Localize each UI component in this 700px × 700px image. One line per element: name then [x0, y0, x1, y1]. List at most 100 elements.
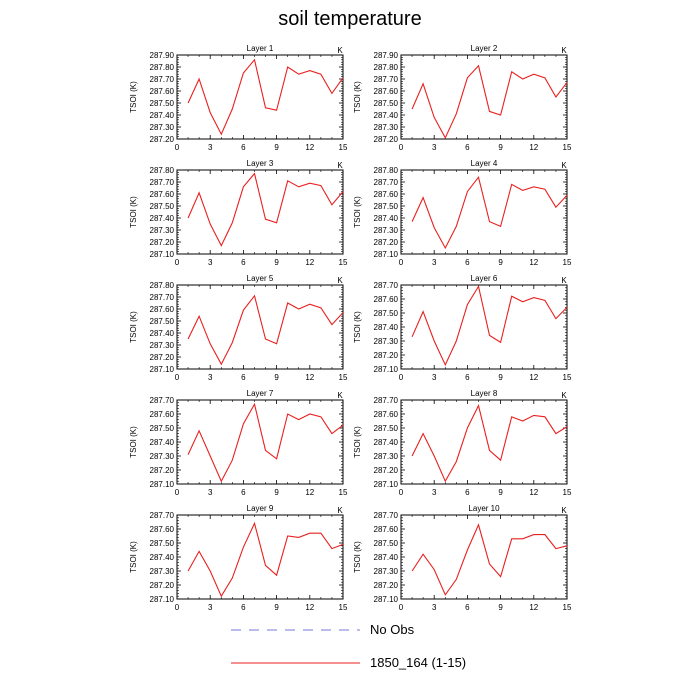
y-tick-label: 287.60	[150, 87, 175, 96]
x-tick-label: 0	[399, 258, 404, 267]
legend-label-1850-164: 1850_164 (1-15)	[370, 655, 467, 670]
x-tick-label: 15	[339, 143, 348, 152]
y-tick-label: 287.70	[374, 75, 399, 84]
y-tick-label: 287.20	[374, 351, 399, 360]
panel-layer-5: Layer 5 K TSOI (K) 287.10 287.20 287.30 287.40…	[129, 274, 348, 382]
x-tick-label: 9	[274, 258, 279, 267]
x-tick-label: 12	[529, 488, 538, 497]
x-tick-label: 15	[563, 488, 572, 497]
x-tick-label: 3	[208, 258, 213, 267]
x-tick-label: 6	[241, 373, 246, 382]
y-tick-label: 287.30	[150, 123, 175, 132]
y-tick-label: 287.30	[374, 337, 399, 346]
x-tick-label: 3	[432, 373, 437, 382]
y-tick-label: 287.60	[374, 410, 399, 419]
y-tick-label: 287.40	[150, 111, 175, 120]
x-tick-label: 6	[465, 603, 470, 612]
x-tick-label: 3	[208, 488, 213, 497]
y-tick-label: 287.80	[374, 63, 399, 72]
panel-title: Layer 3	[247, 159, 274, 168]
y-tick-label: 287.70	[150, 511, 175, 520]
series-line	[187, 521, 344, 598]
panel-layer-7: Layer 7 K TSOI (K) 287.10 287.20 287.30 287.40…	[129, 389, 348, 497]
x-tick-label: 0	[175, 373, 180, 382]
x-tick-label: 0	[175, 488, 180, 497]
series-line	[411, 404, 568, 483]
units-label: K	[337, 276, 343, 285]
y-tick-label: 287.10	[374, 365, 399, 374]
panel-layer-6: Layer 6 K TSOI (K) 287.10 287.20 287.30 287.40…	[353, 274, 572, 382]
y-tick-label: 287.70	[374, 178, 399, 187]
panel-title: Layer 8	[471, 389, 498, 398]
x-tick-label: 15	[339, 603, 348, 612]
x-tick-label: 15	[339, 488, 348, 497]
y-tick-label: 287.30	[150, 226, 175, 235]
y-tick-label: 287.80	[150, 281, 175, 290]
x-tick-label: 9	[274, 603, 279, 612]
x-tick-label: 6	[241, 603, 246, 612]
series-line	[411, 64, 568, 140]
y-tick-label: 287.20	[150, 135, 175, 144]
y-tick-label: 287.30	[374, 123, 399, 132]
y-tick-label: 287.90	[374, 51, 399, 60]
y-axis-label: TSOI (K)	[353, 541, 362, 573]
legend-label-no-obs: No Obs	[370, 622, 415, 637]
y-tick-label: 287.20	[374, 135, 399, 144]
y-tick-label: 287.50	[374, 202, 399, 211]
x-tick-label: 6	[465, 143, 470, 152]
y-tick-label: 287.50	[374, 99, 399, 108]
y-tick-label: 287.70	[150, 75, 175, 84]
x-tick-label: 9	[498, 373, 503, 382]
y-tick-label: 287.10	[150, 595, 175, 604]
x-tick-label: 9	[274, 488, 279, 497]
panel-layer-2: Layer 2 K TSOI (K) 287.20 287.30 287.40 287.50…	[353, 44, 572, 152]
y-tick-label: 287.50	[150, 202, 175, 211]
y-tick-label: 287.20	[374, 581, 399, 590]
chart-title: soil temperature	[278, 8, 422, 30]
plot-frame	[176, 169, 344, 255]
x-tick-label: 15	[339, 373, 348, 382]
y-tick-label: 287.80	[374, 166, 399, 175]
plot-frame	[176, 284, 344, 370]
y-tick-label: 287.30	[150, 567, 175, 576]
y-tick-label: 287.30	[150, 341, 175, 350]
plot-frame	[400, 514, 568, 600]
y-tick-label: 287.10	[374, 595, 399, 604]
units-label: K	[337, 506, 343, 515]
y-axis-label: TSOI (K)	[129, 196, 138, 228]
y-tick-label: 287.60	[374, 87, 399, 96]
y-axis-label: TSOI (K)	[353, 426, 362, 458]
y-tick-label: 287.20	[374, 466, 399, 475]
panel-title: Layer 4	[471, 159, 498, 168]
series-line	[187, 294, 344, 366]
y-tick-label: 287.30	[150, 452, 175, 461]
y-axis-label: TSOI (K)	[129, 541, 138, 573]
y-tick-label: 287.10	[374, 480, 399, 489]
y-tick-label: 287.20	[150, 581, 175, 590]
x-tick-label: 12	[305, 373, 314, 382]
y-tick-label: 287.10	[150, 250, 175, 259]
x-tick-label: 9	[498, 258, 503, 267]
x-tick-label: 6	[241, 258, 246, 267]
plot-frame	[400, 284, 568, 370]
panel-layer-8: Layer 8 K TSOI (K) 287.10 287.20 287.30 287.40…	[353, 389, 572, 497]
units-label: K	[561, 276, 567, 285]
y-tick-label: 287.30	[374, 567, 399, 576]
y-tick-label: 287.20	[150, 466, 175, 475]
series-line	[411, 284, 568, 367]
panel-title: Layer 7	[247, 389, 274, 398]
y-tick-label: 287.90	[150, 51, 175, 60]
plot-frame	[400, 54, 568, 140]
plot-frame	[176, 54, 344, 140]
series-line	[411, 175, 568, 250]
y-tick-label: 287.40	[374, 323, 399, 332]
x-tick-label: 3	[432, 258, 437, 267]
x-tick-label: 0	[399, 373, 404, 382]
units-label: K	[337, 391, 343, 400]
x-tick-label: 12	[529, 258, 538, 267]
y-tick-label: 287.70	[150, 396, 175, 405]
x-tick-label: 12	[305, 603, 314, 612]
y-tick-label: 287.40	[150, 438, 175, 447]
x-tick-label: 9	[274, 373, 279, 382]
